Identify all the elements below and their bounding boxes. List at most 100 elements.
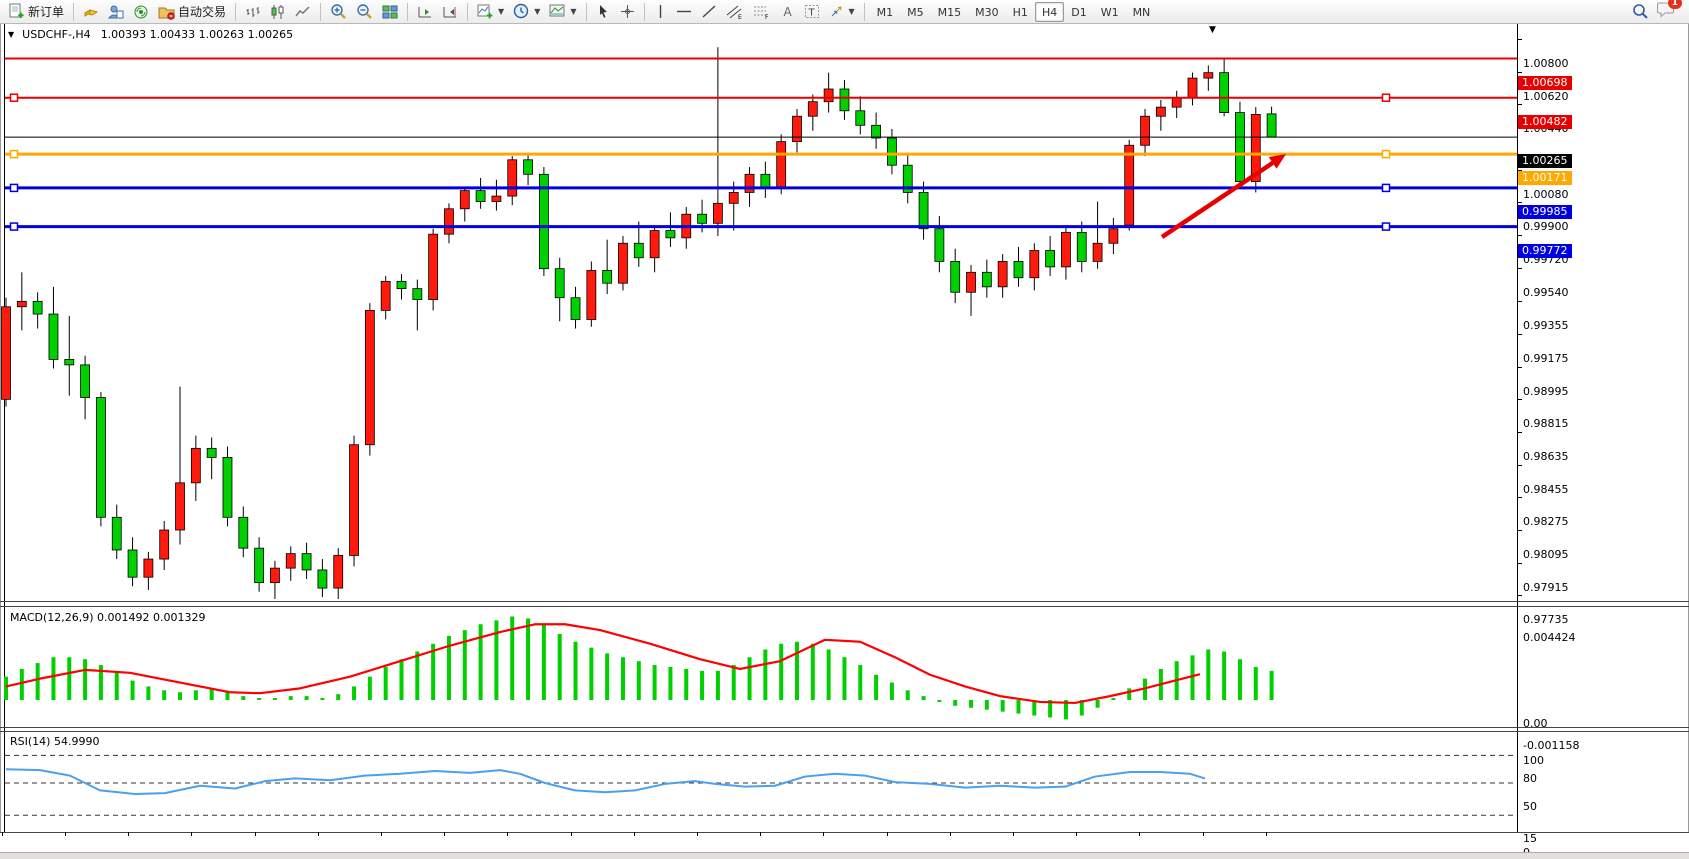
- shapes-tool-button[interactable]: ▼: [825, 1, 859, 22]
- tile-windows-button[interactable]: [378, 1, 402, 22]
- bull-candle: [1061, 231, 1071, 268]
- bar-chart-button[interactable]: [241, 1, 265, 22]
- terminal-button[interactable]: [79, 1, 103, 22]
- timeframe-button-m30[interactable]: M30: [975, 5, 999, 19]
- auto-scroll-button[interactable]: [413, 1, 437, 22]
- bear-candle: [1219, 72, 1230, 113]
- chat-button[interactable]: 1: [1657, 0, 1682, 22]
- candlestick-chart-button[interactable]: [266, 1, 290, 22]
- bull-candle: [997, 261, 1008, 288]
- hline-anchor[interactable]: [1381, 222, 1391, 231]
- arrow-objects-icon: [831, 6, 841, 17]
- bull-candle: [491, 195, 502, 202]
- bull-candle: [175, 482, 185, 531]
- timeframe-button-w1[interactable]: W1: [1100, 5, 1119, 19]
- bear-candle: [760, 173, 771, 188]
- vline-tool-button[interactable]: [650, 1, 671, 22]
- new-order-button[interactable]: 新订单: [4, 1, 68, 22]
- line-chart-button[interactable]: [291, 1, 315, 22]
- bear-candle: [697, 213, 707, 224]
- hline-anchor[interactable]: [1381, 93, 1391, 102]
- hline-anchor[interactable]: [9, 222, 19, 231]
- price-tick-label: 0.98635: [1523, 450, 1569, 463]
- hline-anchor[interactable]: [9, 183, 19, 193]
- account-history-button[interactable]: [104, 1, 128, 22]
- signals-button[interactable]: [129, 1, 153, 22]
- bull-candle: [1187, 77, 1198, 99]
- bull-candle: [143, 558, 154, 578]
- fibonacci-icon: F: [753, 6, 769, 20]
- bull-candle: [1250, 114, 1261, 182]
- price-tick-label: 0.99900: [1523, 220, 1569, 233]
- trendline-tool-button[interactable]: [697, 1, 721, 22]
- search-icon[interactable]: [1632, 3, 1649, 20]
- hline-anchor[interactable]: [9, 93, 19, 102]
- zoom-out-button[interactable]: [352, 1, 377, 22]
- window-bottom-edge: [0, 852, 1689, 859]
- rsi-axis-label: 15: [1523, 832, 1537, 845]
- bull-candle: [159, 529, 170, 560]
- cursor-tool-button[interactable]: [592, 1, 615, 22]
- chart-shift-button[interactable]: [438, 1, 462, 22]
- hline-anchor[interactable]: [1381, 149, 1391, 159]
- price-tick-label: 0.97735: [1523, 613, 1569, 626]
- channel-tool-button[interactable]: E: [722, 1, 748, 22]
- timeframe-button-h1[interactable]: H1: [1012, 5, 1028, 19]
- dropdown-caret: ▼: [848, 7, 855, 16]
- bear-candle: [981, 271, 992, 288]
- bull-candle: [823, 88, 834, 103]
- hline-anchor[interactable]: [1381, 183, 1391, 193]
- bear-candle: [64, 359, 75, 366]
- zoom-in-icon: [331, 4, 346, 19]
- bear-candle: [665, 230, 676, 239]
- trend-arrow-head[interactable]: [1268, 154, 1286, 169]
- crosshair-tool-button[interactable]: [616, 1, 639, 22]
- fibonacci-tool-button[interactable]: F: [749, 1, 775, 22]
- hline-tool-button[interactable]: [672, 1, 696, 22]
- period-button[interactable]: ▼: [509, 1, 544, 22]
- price-badge-1.00171: 1.00171: [1518, 171, 1572, 185]
- auto-scroll-icon: [418, 6, 432, 17]
- rsi-axis-label: 80: [1523, 772, 1537, 785]
- bear-candle: [918, 192, 929, 230]
- bull-candle: [586, 270, 597, 320]
- price-badge-1.00265: 1.00265: [1518, 154, 1572, 168]
- toolbar-separator: [320, 2, 322, 21]
- bear-candle: [222, 457, 233, 518]
- timeframe-button-d1[interactable]: D1: [1071, 5, 1087, 19]
- timeframe-button-m1[interactable]: M1: [876, 5, 894, 19]
- bull-candle: [285, 553, 296, 569]
- timeframe-button-m15[interactable]: M15: [937, 5, 962, 19]
- zoom-in-button[interactable]: [326, 1, 351, 22]
- equidistant-channel-icon: E: [726, 5, 742, 20]
- bear-candle: [1076, 231, 1087, 262]
- dropdown-caret: ▼: [534, 7, 541, 16]
- hline-anchor[interactable]: [9, 149, 19, 159]
- price-tick-label: 0.98455: [1523, 483, 1569, 496]
- text-label-tool-button[interactable]: T: [800, 1, 824, 22]
- add-indicator-button[interactable]: ▼: [473, 1, 508, 22]
- cursor-icon: [599, 5, 607, 18]
- bear-candle: [855, 110, 866, 126]
- bull-candle: [744, 173, 755, 193]
- bear-candle: [523, 159, 533, 175]
- timeframe-button-mn[interactable]: MN: [1132, 5, 1151, 19]
- text-tool-button[interactable]: A: [776, 1, 799, 22]
- auto-trading-icon: [158, 7, 175, 20]
- template-button[interactable]: ▼: [545, 1, 580, 22]
- chart-canvas[interactable]: [0, 24, 1689, 859]
- bear-candle: [934, 228, 945, 262]
- macd-axis-label: 0.004424: [1523, 631, 1576, 644]
- collapse-ohlc-toggle[interactable]: ▼: [8, 30, 15, 39]
- timeframe-button-h4[interactable]: H4: [1034, 1, 1065, 22]
- bull-candle: [380, 280, 391, 311]
- dropdown-caret: ▼: [570, 7, 577, 16]
- auto-trading-button[interactable]: 自动交易: [154, 1, 230, 22]
- horizontal-line-icon: [676, 10, 691, 13]
- bear-candle: [1045, 250, 1056, 268]
- chart-background: [0, 24, 1689, 859]
- rsi-line: [5, 768, 1206, 796]
- chart-shift-marker[interactable]: ▼: [1209, 25, 1216, 35]
- timeframe-button-m5[interactable]: M5: [907, 5, 924, 19]
